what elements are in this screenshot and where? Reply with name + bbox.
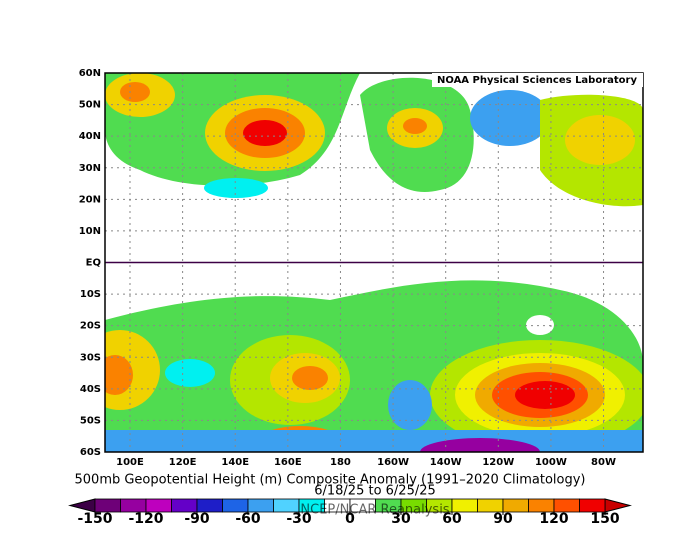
lat-label: 20S xyxy=(80,321,101,332)
credit: NOAA Physical Sciences Laboratory xyxy=(437,75,638,86)
anomaly-field xyxy=(105,73,643,452)
colorbar-tick-label: 150 xyxy=(590,511,619,527)
lon-label: 160W xyxy=(377,457,409,468)
lat-label: 60S xyxy=(80,447,101,458)
lon-label: 140W xyxy=(430,457,462,468)
colorbar-tick-label: 60 xyxy=(442,511,462,527)
lat-label: 50N xyxy=(79,100,101,111)
lat-label: 30N xyxy=(79,163,101,174)
watermark: NCEP/NCAR Reanalysis xyxy=(300,503,449,518)
lon-label: 120E xyxy=(169,457,197,468)
lat-label: 50S xyxy=(80,415,101,426)
lon-label: 80W xyxy=(591,457,616,468)
lat-label: 10N xyxy=(79,226,101,237)
colorbar: -150 -120 -90 -60 -30 0 30 60 90 120 150 xyxy=(68,498,632,527)
lat-label: EQ xyxy=(86,258,101,269)
colorbar-tick-label: -90 xyxy=(184,511,210,527)
graticule: 60N 50N 40N 30N 20N 10N EQ 10S 20S 30S 40S 50S 60S 10… xyxy=(79,68,643,468)
lat-label: 60N xyxy=(79,68,101,79)
colorbar-tick-label: 30 xyxy=(391,511,411,527)
lon-label: 120W xyxy=(482,457,514,468)
colorbar-tick-label: 90 xyxy=(493,511,513,527)
lat-label: 30S xyxy=(80,352,101,363)
lon-label: 180 xyxy=(330,457,351,468)
credit-box xyxy=(432,73,643,87)
lon-label: 160E xyxy=(274,457,302,468)
lat-label: 20N xyxy=(79,194,101,205)
lon-label: 100W xyxy=(535,457,567,468)
title: 500mb Geopotential Height (m) Composite … xyxy=(75,473,586,488)
colorbar-tick-label: -60 xyxy=(235,511,261,527)
lat-label: 40S xyxy=(80,384,101,395)
colorbar-tick-label: -150 xyxy=(77,511,112,527)
lon-label: 100E xyxy=(116,457,144,468)
lon-label: 140E xyxy=(221,457,249,468)
colorbar-tick-label: 0 xyxy=(345,511,355,527)
lat-label: 10S xyxy=(80,289,101,300)
colorbar-tick-label: -30 xyxy=(286,511,312,527)
colorbar-tick-label: -120 xyxy=(128,511,163,527)
colorbar-tick-label: 120 xyxy=(539,511,568,527)
lat-label: 40N xyxy=(79,131,101,142)
map-frame xyxy=(104,72,644,453)
subtitle: 6/18/25 to 6/25/25 xyxy=(314,484,436,499)
colorbar-segment xyxy=(579,498,606,513)
